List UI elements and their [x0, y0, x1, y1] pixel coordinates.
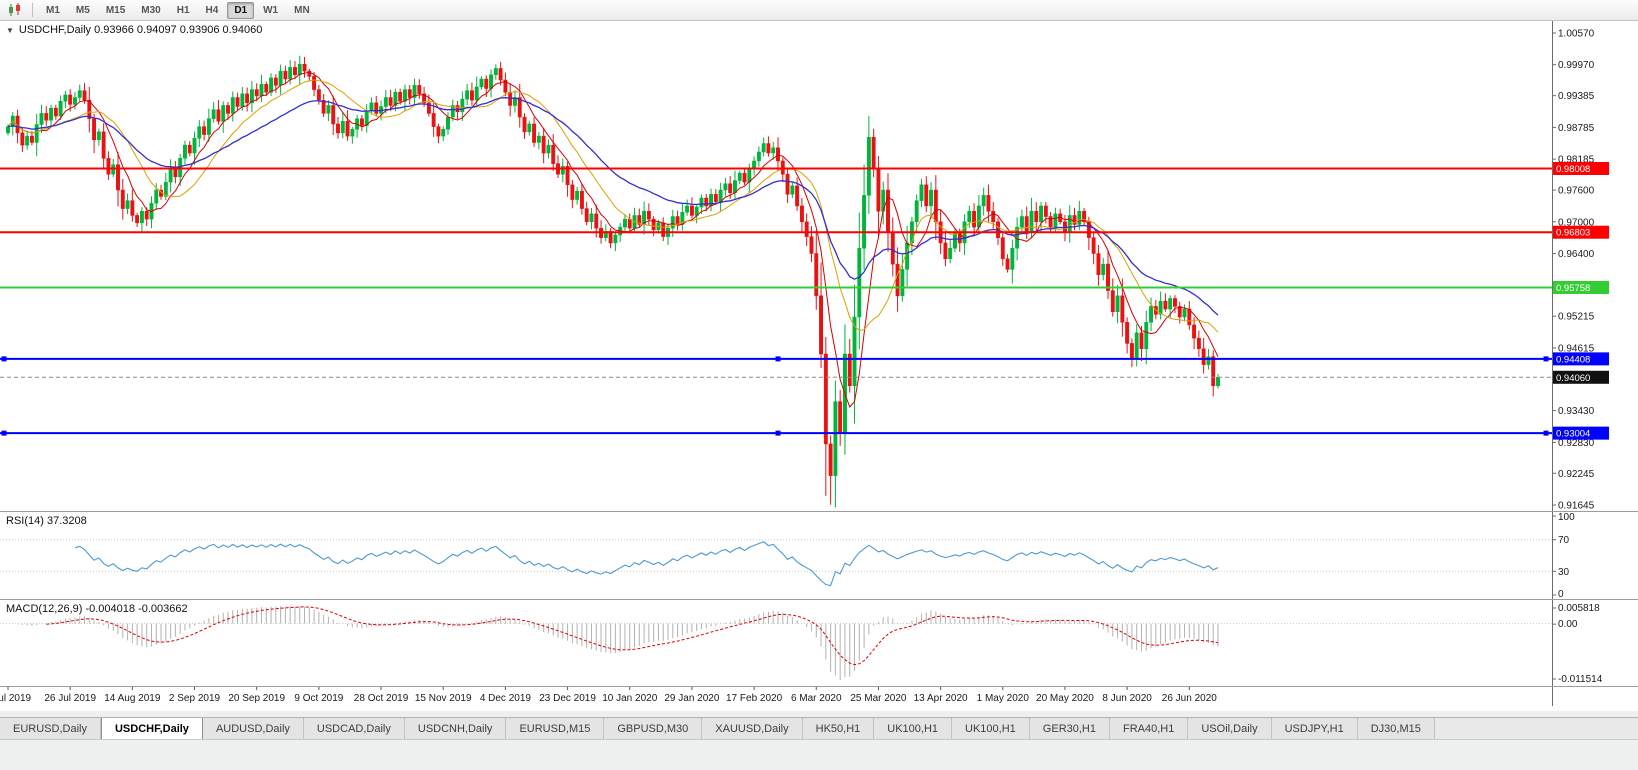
svg-text:100: 100: [1558, 512, 1575, 523]
price-chart-pane: 1.00570 0.99970 0.99385 0.98785 0.98185 0.976…: [0, 21, 1638, 511]
svg-text:15 Nov 2019: 15 Nov 2019: [415, 693, 472, 704]
svg-text:10 Jan 2020: 10 Jan 2020: [602, 693, 657, 704]
timeframe-button-h4[interactable]: H4: [205, 4, 219, 16]
svg-text:0.97600: 0.97600: [1558, 186, 1595, 197]
svg-text:8 Jul 2019: 8 Jul 2019: [0, 693, 32, 704]
date-axis[interactable]: 8 Jul 2019 26 Jul 2019 14 Aug 2019 2 Sep 20…: [0, 687, 1638, 711]
candlestick-chart-icon[interactable]: [3, 2, 27, 18]
svg-text:17 Feb 2020: 17 Feb 2020: [726, 693, 783, 704]
timeframe-button-w1[interactable]: W1: [263, 4, 279, 16]
chart-tab-hk50-h1[interactable]: HK50,H1: [802, 718, 875, 739]
svg-text:0: 0: [1558, 589, 1564, 599]
timeframe-button-m15[interactable]: M15: [105, 4, 126, 16]
svg-text:28 Oct 2019: 28 Oct 2019: [354, 693, 409, 704]
svg-text:0.94615: 0.94615: [1558, 343, 1595, 354]
svg-text:30: 30: [1558, 567, 1570, 578]
svg-text:0.97000: 0.97000: [1558, 217, 1595, 228]
pane-divider[interactable]: [0, 511, 1638, 512]
svg-text:0.92245: 0.92245: [1558, 469, 1595, 480]
svg-text:13 Apr 2020: 13 Apr 2020: [914, 693, 968, 704]
chart-tab-ger30-h1[interactable]: GER30,H1: [1029, 718, 1110, 739]
chart-tab-usoil-daily[interactable]: USOil,Daily: [1188, 718, 1272, 739]
macd-pane: 0.005818 0.00 -0.011514 MACD(12,26,9) -0.0…: [0, 600, 1638, 686]
macd-title: MACD(12,26,9) -0.004018 -0.003662: [6, 603, 188, 615]
svg-text:26 Jul 2019: 26 Jul 2019: [44, 693, 96, 704]
toolbar: M1 M5 M15 M30 H1 H4 D1 W1 MN: [0, 0, 1638, 21]
svg-text:-0.011514: -0.011514: [1558, 674, 1603, 685]
rsi-pane: 100 70 30 0 RSI(14) 37.3208: [0, 512, 1638, 599]
rsi-canvas[interactable]: 100 70 30 0: [0, 512, 1638, 599]
chart-tab-usdjpy-h1[interactable]: USDJPY,H1: [1271, 718, 1358, 739]
svg-text:0.91645: 0.91645: [1558, 501, 1595, 512]
rsi-title: RSI(14) 37.3208: [6, 515, 87, 527]
chart-tabs-bar: EURUSD,Daily USDCHF,Daily AUDUSD,Daily USDC…: [0, 717, 1638, 740]
svg-text:0.93004: 0.93004: [1556, 429, 1590, 440]
chart-tab-usdchf-daily[interactable]: USDCHF,Daily: [100, 718, 203, 739]
svg-text:1 May 2020: 1 May 2020: [977, 693, 1030, 704]
svg-text:14 Aug 2019: 14 Aug 2019: [104, 693, 161, 704]
chart-tab-fra40-h1[interactable]: FRA40,H1: [1110, 718, 1189, 739]
svg-text:26 Jun 2020: 26 Jun 2020: [1162, 693, 1217, 704]
svg-text:20 May 2020: 20 May 2020: [1036, 693, 1094, 704]
svg-text:0.96803: 0.96803: [1556, 228, 1590, 239]
chart-tab-usdcnh-daily[interactable]: USDCNH,Daily: [404, 718, 507, 739]
timeframe-button-d1[interactable]: D1: [227, 1, 255, 19]
svg-text:0.98185: 0.98185: [1558, 155, 1595, 166]
svg-text:9 Oct 2019: 9 Oct 2019: [294, 693, 343, 704]
svg-text:0.95215: 0.95215: [1558, 312, 1595, 323]
svg-text:20 Sep 2019: 20 Sep 2019: [228, 693, 285, 704]
chart-tab-dj30-m15[interactable]: DJ30,M15: [1357, 718, 1435, 739]
price-chart-canvas[interactable]: 1.00570 0.99970 0.99385 0.98785 0.98185 0.976…: [0, 21, 1638, 511]
timeframe-toolbar: M1 M5 M15 M30 H1 H4 D1 W1 MN: [38, 1, 318, 19]
chart-tab-usdcad-daily[interactable]: USDCAD,Daily: [303, 718, 405, 739]
svg-text:23 Dec 2019: 23 Dec 2019: [539, 693, 596, 704]
svg-text:25 Mar 2020: 25 Mar 2020: [850, 693, 907, 704]
svg-text:0.99385: 0.99385: [1558, 91, 1595, 102]
toolbar-separator: [32, 3, 33, 17]
svg-text:70: 70: [1558, 535, 1570, 546]
chart-tab-eurusd-m15[interactable]: EURUSD,M15: [506, 718, 605, 739]
svg-text:0.98785: 0.98785: [1558, 123, 1595, 134]
timeframe-button-m5[interactable]: M5: [75, 4, 90, 16]
chart-title: ▼ USDCHF,Daily 0.93966 0.94097 0.93906 0.…: [6, 24, 262, 36]
svg-text:0.94060: 0.94060: [1556, 373, 1590, 384]
macd-canvas[interactable]: 0.005818 0.00 -0.011514: [0, 600, 1638, 686]
chart-tab-audusd-daily[interactable]: AUDUSD,Daily: [202, 718, 304, 739]
timeframe-button-m1[interactable]: M1: [46, 4, 60, 16]
svg-text:0.00: 0.00: [1558, 619, 1578, 630]
pane-divider: [0, 686, 1638, 687]
timeframe-button-m30[interactable]: M30: [141, 4, 161, 16]
mt4-window: M1 M5 M15 M30 H1 H4 D1 W1 MN 1.00570 0.99970 0.993…: [0, 0, 1638, 740]
svg-text:8 Jun 2020: 8 Jun 2020: [1102, 693, 1152, 704]
svg-text:0.98008: 0.98008: [1556, 164, 1590, 175]
timeframe-button-mn[interactable]: MN: [294, 4, 310, 16]
chart-tab-uk100-h1[interactable]: UK100,H1: [874, 718, 953, 739]
svg-text:0.005818: 0.005818: [1558, 603, 1600, 614]
svg-text:0.92830: 0.92830: [1558, 438, 1595, 449]
chart-tab-eurusd-daily[interactable]: EURUSD,Daily: [0, 718, 101, 739]
timeframe-button-h1[interactable]: H1: [176, 4, 190, 16]
chart-tab-uk100-h1[interactable]: UK100,H1: [952, 718, 1030, 739]
chart-tab-xauusd-daily[interactable]: XAUUSD,Daily: [702, 718, 803, 739]
svg-text:2 Sep 2019: 2 Sep 2019: [169, 693, 221, 704]
symbol-marker-icon: ▼: [6, 25, 14, 35]
svg-text:29 Jan 2020: 29 Jan 2020: [664, 693, 719, 704]
svg-text:0.96400: 0.96400: [1558, 249, 1595, 260]
svg-text:0.99970: 0.99970: [1558, 60, 1595, 71]
svg-text:6 Mar 2020: 6 Mar 2020: [791, 693, 842, 704]
svg-text:4 Dec 2019: 4 Dec 2019: [480, 693, 532, 704]
svg-text:1.00570: 1.00570: [1558, 29, 1595, 40]
chart-title-text: USDCHF,Daily 0.93966 0.94097 0.93906 0.9…: [18, 24, 263, 36]
chart-tab-gbpusd-m30[interactable]: GBPUSD,M30: [604, 718, 703, 739]
svg-text:0.95758: 0.95758: [1556, 283, 1590, 294]
svg-text:0.93430: 0.93430: [1558, 406, 1595, 417]
svg-text:0.94408: 0.94408: [1556, 354, 1590, 365]
pane-divider[interactable]: [0, 599, 1638, 600]
